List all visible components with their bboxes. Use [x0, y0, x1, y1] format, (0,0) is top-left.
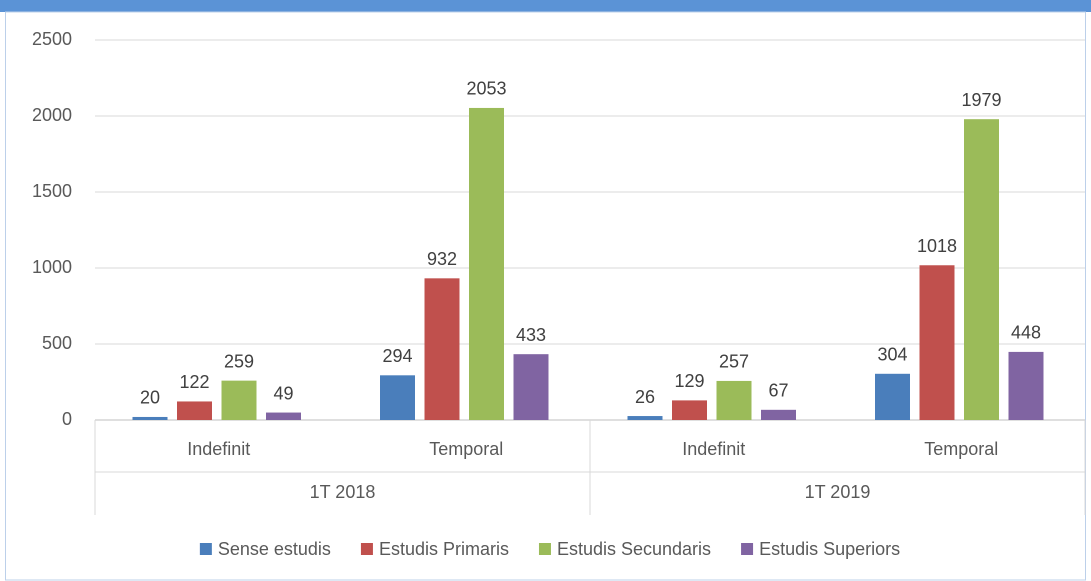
data-label: 67 — [768, 381, 788, 401]
y-tick-label: 2500 — [32, 29, 72, 49]
data-label: 448 — [1011, 323, 1041, 343]
header-bar — [0, 0, 1091, 12]
legend-swatch — [538, 543, 551, 555]
chart-frame — [5, 11, 1086, 581]
bar — [964, 119, 999, 420]
bar — [266, 412, 301, 420]
data-label: 257 — [719, 352, 749, 372]
bar — [380, 375, 415, 420]
bar — [469, 107, 504, 420]
x-tick-label: Indefinit — [187, 439, 250, 459]
legend-swatch — [199, 543, 212, 555]
group-label: 1T 2019 — [805, 482, 871, 502]
bar — [627, 416, 663, 420]
x-tick-label: Temporal — [429, 439, 503, 459]
data-label: 20 — [140, 388, 160, 408]
data-label: 122 — [179, 372, 209, 392]
legend-swatch — [741, 543, 754, 555]
data-label: 49 — [273, 383, 293, 403]
y-tick-label: 1500 — [32, 181, 72, 201]
legend-label: Sense estudis — [218, 539, 331, 559]
bar — [132, 416, 168, 420]
data-label: 932 — [427, 249, 457, 269]
bar — [716, 380, 752, 420]
bar — [177, 401, 212, 420]
bar — [1008, 351, 1044, 420]
data-label: 294 — [382, 346, 412, 366]
legend-label: Estudis Primaris — [379, 539, 509, 559]
bar — [761, 409, 796, 420]
y-tick-label: 0 — [62, 409, 72, 429]
bar — [221, 380, 257, 420]
legend-label: Estudis Secundaris — [557, 539, 711, 559]
data-label: 1018 — [917, 236, 957, 256]
group-label: 1T 2018 — [310, 482, 376, 502]
y-tick-label: 500 — [42, 333, 72, 353]
data-label: 1979 — [961, 90, 1001, 110]
data-label: 304 — [877, 345, 907, 365]
legend-label: Estudis Superiors — [759, 539, 900, 559]
bar — [424, 278, 460, 420]
y-tick-label: 2000 — [32, 105, 72, 125]
bar — [875, 373, 910, 420]
bar — [672, 400, 707, 420]
x-tick-label: Temporal — [924, 439, 998, 459]
data-label: 259 — [224, 351, 254, 371]
data-label: 2053 — [466, 79, 506, 99]
data-label: 433 — [516, 325, 546, 345]
bar — [513, 354, 549, 420]
y-tick-label: 1000 — [32, 257, 72, 277]
bar — [919, 265, 955, 420]
legend-swatch — [360, 543, 373, 555]
data-label: 26 — [635, 387, 655, 407]
data-label: 129 — [674, 371, 704, 391]
x-tick-label: Indefinit — [682, 439, 745, 459]
